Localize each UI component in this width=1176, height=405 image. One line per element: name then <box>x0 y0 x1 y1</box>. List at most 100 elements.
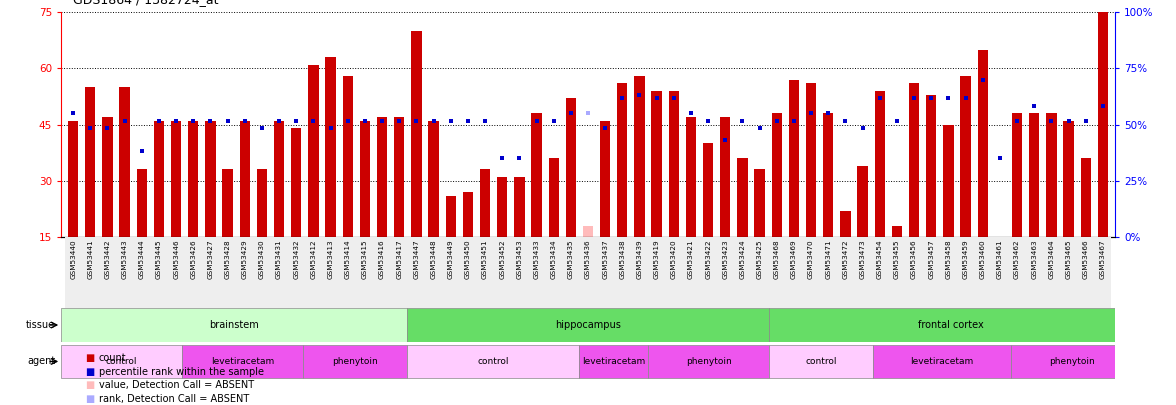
Text: GSM53457: GSM53457 <box>928 239 934 279</box>
Text: GSM53448: GSM53448 <box>430 239 436 279</box>
Text: GSM53420: GSM53420 <box>670 239 677 279</box>
Bar <box>600 121 610 237</box>
Bar <box>751 237 768 308</box>
Bar <box>460 237 476 308</box>
Text: GSM53459: GSM53459 <box>962 239 969 279</box>
Bar <box>202 237 219 308</box>
Text: GSM53422: GSM53422 <box>706 239 711 279</box>
Text: GSM53443: GSM53443 <box>121 239 128 279</box>
Text: GSM53460: GSM53460 <box>980 239 985 279</box>
Bar <box>326 57 335 237</box>
Text: agent: agent <box>27 356 55 367</box>
Text: GSM53424: GSM53424 <box>740 239 746 279</box>
Bar <box>755 169 764 237</box>
Bar <box>995 237 1005 256</box>
Bar <box>425 237 442 308</box>
Text: GSM53466: GSM53466 <box>1083 239 1089 279</box>
Bar <box>686 117 696 237</box>
Bar <box>1063 121 1074 237</box>
Bar <box>888 237 906 308</box>
Text: GSM53439: GSM53439 <box>636 239 642 279</box>
Text: GSM53441: GSM53441 <box>87 239 93 279</box>
Bar <box>61 345 182 378</box>
Bar <box>253 237 270 308</box>
Bar <box>614 237 630 308</box>
Text: GSM53465: GSM53465 <box>1065 239 1071 279</box>
Bar <box>957 237 974 308</box>
Text: GSM53471: GSM53471 <box>826 239 831 279</box>
Bar <box>236 237 253 308</box>
Bar <box>923 237 940 308</box>
Bar <box>185 237 202 308</box>
Text: GSM53425: GSM53425 <box>756 239 762 279</box>
Bar <box>580 237 596 308</box>
Bar <box>546 237 562 308</box>
Bar <box>875 91 884 237</box>
Text: GSM53462: GSM53462 <box>1014 239 1020 279</box>
Bar <box>566 98 576 237</box>
Text: GSM53438: GSM53438 <box>620 239 626 279</box>
Text: phenytoin: phenytoin <box>686 357 731 366</box>
Bar <box>151 237 167 308</box>
Bar <box>219 237 236 308</box>
Bar <box>374 237 390 308</box>
Bar <box>823 113 834 237</box>
Bar <box>408 237 425 308</box>
Text: GSM53469: GSM53469 <box>791 239 797 279</box>
Text: GSM53454: GSM53454 <box>877 239 883 279</box>
Text: GSM53430: GSM53430 <box>259 239 265 279</box>
Text: GSM53440: GSM53440 <box>71 239 76 279</box>
Bar <box>136 169 147 237</box>
Text: control: control <box>106 357 138 366</box>
Bar <box>548 158 559 237</box>
Bar <box>339 237 356 308</box>
Text: GSM53415: GSM53415 <box>362 239 368 279</box>
Bar <box>1077 237 1094 308</box>
Bar <box>841 211 850 237</box>
Bar <box>412 31 421 237</box>
Bar <box>1097 12 1108 237</box>
Bar <box>494 237 510 308</box>
Bar <box>768 237 786 308</box>
Text: GSM53429: GSM53429 <box>242 239 248 279</box>
Text: GSM53468: GSM53468 <box>774 239 780 279</box>
Text: rank, Detection Call = ABSENT: rank, Detection Call = ABSENT <box>99 394 249 403</box>
Bar <box>102 117 113 237</box>
Text: ■: ■ <box>85 354 94 363</box>
Text: levetiracetam: levetiracetam <box>211 357 274 366</box>
Text: GSM53470: GSM53470 <box>808 239 814 279</box>
Bar <box>789 80 799 237</box>
Bar <box>61 309 407 341</box>
Text: levetiracetam: levetiracetam <box>582 357 646 366</box>
Bar <box>580 345 648 378</box>
Bar <box>596 237 614 308</box>
Bar <box>240 121 250 237</box>
Bar <box>666 237 682 308</box>
Bar <box>871 237 888 308</box>
Bar <box>82 237 99 308</box>
Bar <box>428 121 439 237</box>
Text: GSM53421: GSM53421 <box>688 239 694 279</box>
Bar <box>1081 158 1091 237</box>
Text: hippocampus: hippocampus <box>555 320 621 330</box>
Bar <box>1094 237 1111 308</box>
Text: GSM53451: GSM53451 <box>482 239 488 279</box>
Bar <box>648 237 666 308</box>
Bar <box>188 121 199 237</box>
Bar <box>1025 237 1043 308</box>
Bar <box>85 87 95 237</box>
Text: GSM53423: GSM53423 <box>722 239 728 279</box>
Text: GSM53456: GSM53456 <box>911 239 917 279</box>
Text: phenytoin: phenytoin <box>332 357 377 366</box>
Bar <box>769 309 1132 341</box>
Bar <box>497 177 507 237</box>
Bar <box>528 237 546 308</box>
Text: GSM53426: GSM53426 <box>191 239 196 279</box>
Bar <box>943 125 954 237</box>
Bar <box>974 237 991 308</box>
Text: GSM53461: GSM53461 <box>997 239 1003 279</box>
Text: GSM53452: GSM53452 <box>499 239 506 279</box>
Bar <box>65 237 82 308</box>
Text: GSM53427: GSM53427 <box>207 239 214 279</box>
Bar <box>476 237 494 308</box>
